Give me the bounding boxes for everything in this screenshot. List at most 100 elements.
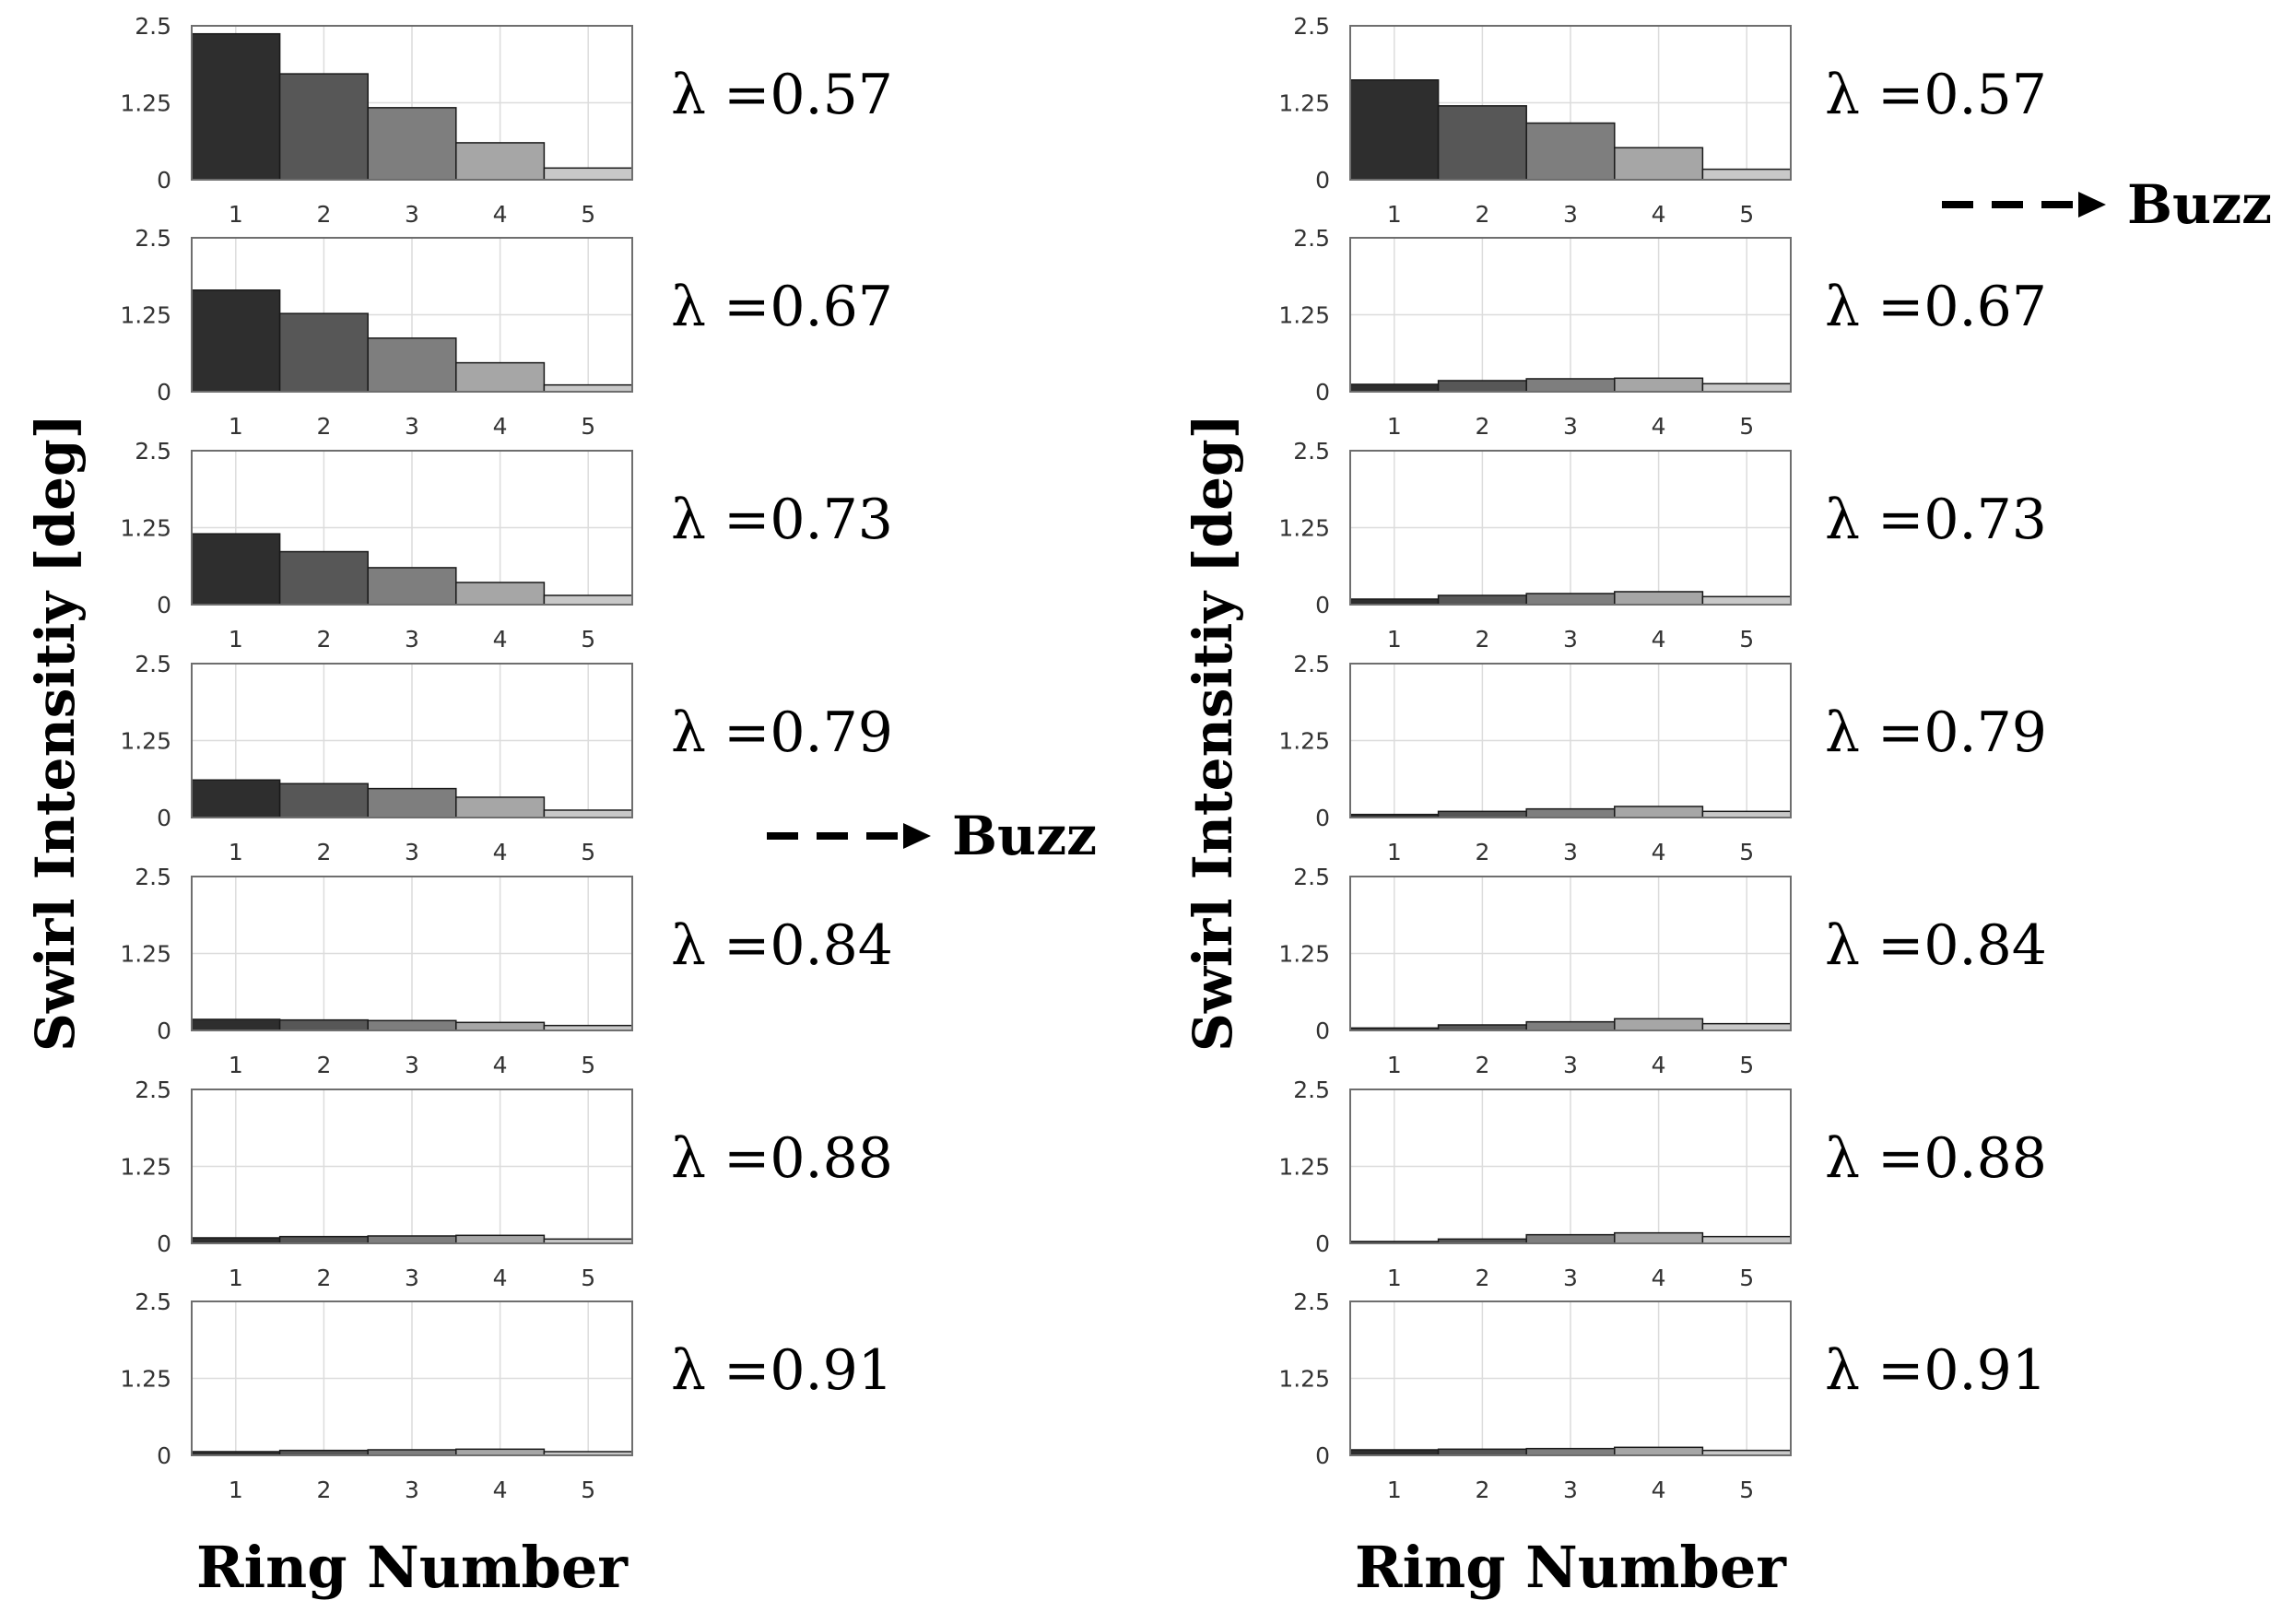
x-tick-label: 2 [316, 1052, 331, 1078]
subplot-2: 0 1.25 2.5 1 2 3 4 5 λ =0.67 [1278, 225, 2047, 440]
y-tick-label: 0 [157, 167, 171, 194]
x-tick-label: 1 [1387, 1052, 1402, 1078]
y-tick-label: 1.25 [1278, 728, 1330, 755]
bar-ring-2 [278, 1018, 369, 1031]
lambda-label: λ =0.91 [671, 1338, 893, 1403]
bar-ring-3 [367, 107, 457, 181]
subplot-3: 0 1.25 2.5 1 2 3 4 5 λ =0.73 [120, 438, 893, 653]
y-tick-label: 0 [1315, 805, 1330, 831]
x-tick-label: 2 [316, 1477, 331, 1503]
bar-ring-5 [1701, 1235, 1792, 1244]
bar-ring-4 [455, 1021, 546, 1031]
bar-ring-3 [1525, 1447, 1616, 1456]
x-tick-label: 5 [1739, 413, 1754, 440]
x-tick-label: 3 [405, 1477, 419, 1503]
y-tick-label: 0 [1315, 1442, 1330, 1469]
x-tick-label: 4 [493, 201, 508, 228]
x-tick-label: 1 [229, 201, 243, 228]
y-tick-label: 1.25 [1278, 1366, 1330, 1393]
axes-frame [191, 450, 633, 606]
x-tick-label: 1 [1387, 839, 1402, 865]
bar-ring-2 [1437, 810, 1527, 818]
lambda-label: λ =0.57 [1825, 63, 2047, 127]
axes-frame [1349, 450, 1792, 606]
x-tick-label: 2 [316, 1265, 331, 1291]
x-tick-label: 5 [581, 1265, 595, 1291]
subplot-4: 0 1.25 2.5 1 2 3 4 5 λ =0.79 [120, 651, 893, 865]
y-tick-label: 0 [157, 592, 171, 618]
x-tick-label: 1 [229, 839, 243, 865]
bar-ring-3 [367, 1235, 457, 1244]
x-tick-label: 1 [1387, 201, 1402, 228]
x-tick-label: 3 [405, 839, 419, 865]
y-tick-label: 0 [157, 1230, 171, 1257]
lambda-label: λ =0.84 [671, 913, 893, 978]
y-tick-label: 2.5 [1293, 651, 1330, 677]
lambda-label: λ =0.91 [1825, 1338, 2047, 1403]
bar-ring-1 [1349, 383, 1440, 393]
axes-frame [191, 1300, 633, 1456]
x-tick-label: 5 [581, 201, 595, 228]
bar-ring-5 [1701, 810, 1792, 818]
bar-ring-5 [543, 809, 633, 818]
bar-ring-5 [1701, 168, 1792, 181]
y-tick-label: 1.25 [1278, 302, 1330, 329]
x-tick-label: 3 [405, 626, 419, 653]
x-tick-label: 5 [581, 1477, 595, 1503]
x-tick-label: 3 [1563, 201, 1578, 228]
y-tick-label: 1.25 [120, 515, 171, 542]
lambda-label: λ =0.84 [1825, 913, 2047, 978]
axes-frame [1349, 1089, 1792, 1244]
subplot-6: 0 1.25 2.5 1 2 3 4 5 λ =0.88 [1278, 1077, 2047, 1291]
y-tick-label: 2.5 [135, 1289, 171, 1315]
subplot-7: 0 1.25 2.5 1 2 3 4 5 λ =0.91 [120, 1289, 893, 1503]
x-tick-label: 4 [1652, 839, 1666, 865]
left-panel: 0 1.25 2.5 1 2 3 4 5 λ =0.57 0 1.25 2.5 1 2 3 4 5 λ =0.67… [24, 13, 1097, 1601]
x-tick-label: 4 [1652, 626, 1666, 653]
bar-ring-2 [278, 550, 369, 606]
x-tick-label: 4 [1652, 1477, 1666, 1503]
y-tick-label: 2.5 [1293, 13, 1330, 40]
bar-ring-1 [191, 533, 281, 606]
buzz-arrow-head [2078, 192, 2106, 218]
axes-frame [1349, 237, 1792, 393]
bar-ring-2 [1437, 105, 1527, 181]
bar-ring-3 [367, 567, 457, 606]
y-tick-label: 0 [1315, 592, 1330, 618]
bar-ring-4 [1614, 1231, 1704, 1244]
axes-frame [1349, 876, 1792, 1031]
bar-ring-2 [278, 1235, 369, 1244]
subplot-6: 0 1.25 2.5 1 2 3 4 5 λ =0.88 [120, 1077, 893, 1291]
bar-ring-3 [367, 787, 457, 818]
x-tick-label: 5 [1739, 839, 1754, 865]
x-tick-label: 2 [1475, 1052, 1489, 1078]
bar-ring-5 [1701, 1022, 1792, 1031]
bar-ring-1 [191, 1018, 281, 1031]
x-tick-label: 1 [229, 1477, 243, 1503]
x-tick-label: 5 [1739, 1265, 1754, 1291]
bar-ring-3 [367, 337, 457, 393]
x-tick-label: 1 [1387, 1477, 1402, 1503]
x-tick-label: 5 [581, 626, 595, 653]
x-tick-label: 3 [405, 201, 419, 228]
x-tick-label: 5 [581, 839, 595, 865]
subplot-4: 0 1.25 2.5 1 2 3 4 5 λ =0.79 [1278, 651, 2047, 865]
y-tick-label: 2.5 [1293, 864, 1330, 890]
y-tick-label: 2.5 [135, 651, 171, 677]
x-tick-label: 3 [1563, 1052, 1578, 1078]
subplot-3: 0 1.25 2.5 1 2 3 4 5 λ =0.73 [1278, 438, 2047, 653]
x-tick-label: 1 [229, 626, 243, 653]
bar-ring-2 [1437, 380, 1527, 393]
x-tick-label: 2 [1475, 839, 1489, 865]
x-tick-label: 5 [1739, 626, 1754, 653]
x-tick-label: 4 [493, 839, 508, 865]
bar-ring-4 [1614, 147, 1704, 181]
lambda-label: λ =0.67 [1825, 275, 2047, 339]
bar-ring-1 [191, 289, 281, 393]
y-tick-label: 1.25 [1278, 90, 1330, 117]
y-tick-label: 0 [157, 805, 171, 831]
axes-frame [191, 1089, 633, 1244]
x-tick-label: 2 [1475, 201, 1489, 228]
x-axis-label: Ring Number [1355, 1534, 1787, 1601]
